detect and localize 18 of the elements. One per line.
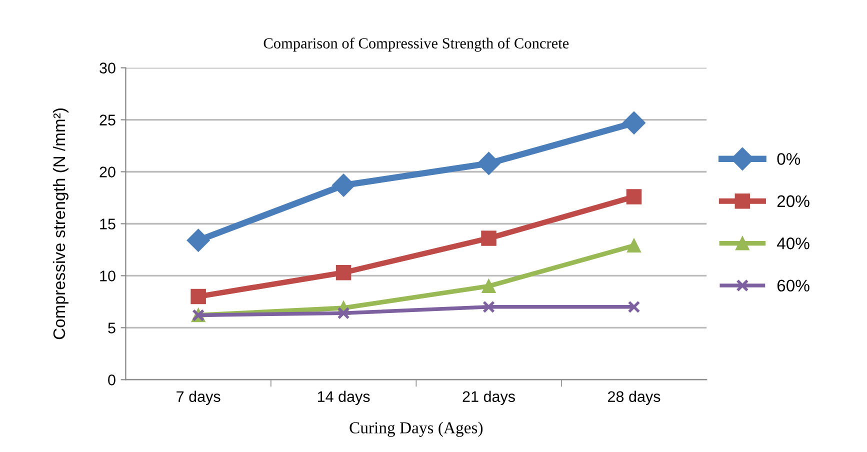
x-tick-label: 7 days — [176, 390, 220, 406]
y-tick-label: 20 — [100, 166, 116, 178]
x-tick-label: 14 days — [318, 390, 370, 406]
legend-label: 0% — [777, 153, 800, 165]
chart-title: Comparison of Compressive Strength of Concrete — [264, 38, 569, 52]
y-tick-label: 15 — [100, 218, 116, 230]
y-axis-title: Compressive strength (N /mm²) — [52, 108, 68, 340]
legend-label: 60% — [777, 280, 810, 292]
y-tick-label: 0 — [108, 374, 116, 386]
legend-label: 20% — [777, 195, 810, 208]
y-tick-label: 10 — [100, 270, 116, 282]
x-tick-label: 28 days — [608, 390, 660, 406]
x-tick-label: 21 days — [462, 390, 515, 406]
legend-label: 40% — [776, 238, 810, 250]
y-tick-label: 5 — [108, 322, 116, 334]
y-tick-label: 25 — [100, 114, 116, 126]
x-axis-title: Curing Days (Ages) — [350, 422, 483, 437]
y-tick-label: 30 — [100, 62, 116, 74]
